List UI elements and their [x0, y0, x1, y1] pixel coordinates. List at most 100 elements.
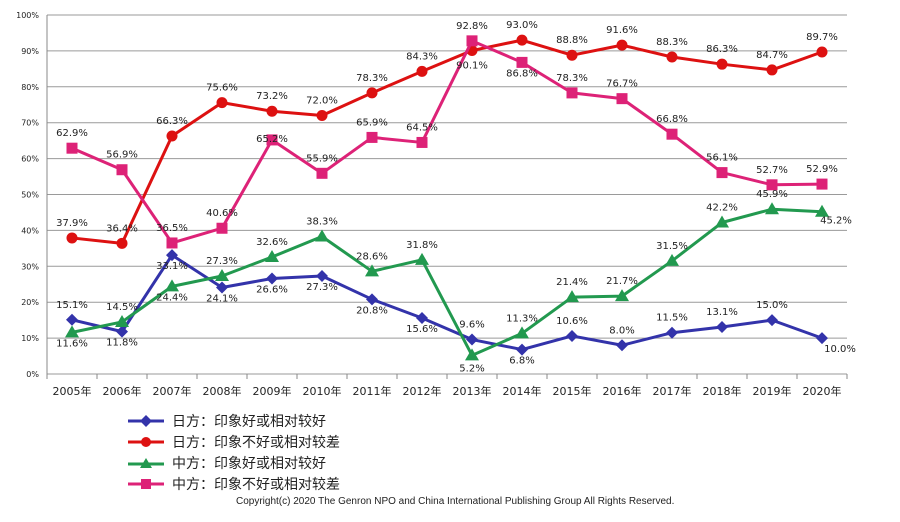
- data-point: [116, 164, 128, 176]
- series-line: [71, 39, 823, 245]
- data-point: [666, 51, 678, 63]
- legend-label: 中方：印象不好或相对较差: [172, 476, 340, 493]
- circle-marker-icon: [128, 436, 164, 447]
- data-label: 15.1%: [56, 300, 88, 311]
- data-label: 15.6%: [406, 324, 438, 335]
- x-tick-label: 2015年: [553, 384, 592, 398]
- data-point: [316, 110, 328, 122]
- legend-item-china-bad: 中方：印象不好或相对较差: [128, 473, 340, 494]
- x-tick-label: 2010年: [303, 384, 342, 398]
- data-label: 76.7%: [606, 79, 638, 90]
- series-3: [66, 35, 828, 249]
- series-line: [71, 38, 823, 245]
- data-point: [166, 249, 178, 262]
- data-label: 10.6%: [556, 316, 588, 327]
- data-label: 88.3%: [656, 37, 688, 48]
- data-point: [416, 311, 428, 324]
- data-point: [216, 222, 228, 234]
- data-point: [716, 167, 728, 179]
- square-marker-icon: [128, 478, 164, 489]
- y-tick-label: 30%: [21, 262, 39, 271]
- data-point: [65, 325, 79, 338]
- x-tick-label: 2009年: [253, 384, 292, 398]
- data-label: 36.4%: [106, 223, 138, 234]
- x-tick-label: 2020年: [803, 384, 842, 398]
- data-label: 52.7%: [756, 165, 788, 176]
- data-point: [165, 279, 179, 292]
- data-point: [616, 339, 628, 352]
- data-point: [115, 314, 129, 327]
- data-label: 40.6%: [206, 208, 238, 219]
- data-point: [315, 229, 329, 242]
- data-label: 26.6%: [256, 285, 288, 296]
- data-label: 11.6%: [56, 338, 88, 349]
- data-label: 93.0%: [506, 20, 538, 31]
- data-label: 86.8%: [506, 68, 538, 79]
- data-point: [66, 232, 78, 244]
- data-label: 52.9%: [806, 164, 838, 175]
- data-label: 65.9%: [356, 117, 388, 128]
- data-label: 24.4%: [156, 292, 188, 303]
- data-label: 88.8%: [556, 35, 588, 46]
- x-tick-label: 2005年: [53, 384, 92, 398]
- data-point: [616, 39, 628, 51]
- grid-lines: [47, 14, 847, 375]
- series-group: [65, 34, 829, 361]
- data-point: [116, 237, 128, 249]
- data-point: [765, 202, 779, 215]
- data-point: [66, 313, 78, 326]
- data-label: 36.5%: [156, 223, 188, 234]
- data-point: [566, 49, 578, 61]
- x-tick-label: 2011年: [353, 384, 392, 398]
- data-point: [816, 178, 828, 190]
- data-label: 28.6%: [356, 251, 388, 262]
- data-point: [215, 268, 229, 281]
- data-point: [466, 333, 478, 346]
- data-label: 20.8%: [356, 305, 388, 316]
- data-label: 55.9%: [306, 153, 338, 164]
- data-point: [166, 237, 178, 249]
- diamond-marker-icon: [128, 414, 164, 427]
- y-tick-label: 80%: [21, 83, 39, 92]
- x-tick-label: 2019年: [753, 384, 792, 398]
- data-point: [66, 142, 78, 154]
- legend-label: 中方：印象好或相对较好: [172, 455, 326, 472]
- data-label: 66.8%: [656, 114, 688, 125]
- y-tick-label: 40%: [21, 226, 39, 235]
- x-tick-label: 2006年: [103, 384, 142, 398]
- data-label: 11.8%: [106, 338, 138, 349]
- data-label: 90.1%: [456, 61, 488, 72]
- data-point: [716, 58, 728, 70]
- data-point: [216, 281, 228, 294]
- data-point: [615, 289, 629, 302]
- data-point: [666, 128, 678, 140]
- data-point: [665, 253, 679, 266]
- data-label: 9.6%: [459, 320, 484, 331]
- data-label: 21.4%: [556, 277, 588, 288]
- y-tick-label: 20%: [21, 298, 39, 307]
- y-tick-label: 60%: [21, 155, 39, 164]
- series-1: [66, 34, 828, 249]
- series-2: [65, 202, 829, 361]
- data-point: [565, 290, 579, 303]
- data-point: [316, 269, 328, 282]
- series-line: [71, 207, 823, 357]
- data-point: [666, 326, 678, 339]
- data-label: 56.9%: [106, 150, 138, 161]
- data-label: 62.9%: [56, 128, 88, 139]
- data-point: [766, 64, 778, 76]
- data-label: 89.7%: [806, 32, 838, 43]
- data-point: [416, 65, 428, 77]
- data-point: [116, 325, 128, 338]
- data-point: [366, 293, 378, 306]
- data-label: 45.9%: [756, 189, 788, 200]
- data-point: [265, 249, 279, 262]
- y-tick-label: 70%: [21, 119, 39, 128]
- data-label: 92.8%: [456, 21, 488, 32]
- data-label: 31.5%: [656, 241, 688, 252]
- data-point: [266, 105, 278, 117]
- data-point: [766, 314, 778, 327]
- data-labels: 15.1% 11.8% 33.1% 24.1% 26.6% 27.3% 20.8% 15.6%…: [56, 20, 856, 374]
- legend-item-japan-bad: 日方：印象不好或相对较差: [128, 431, 340, 452]
